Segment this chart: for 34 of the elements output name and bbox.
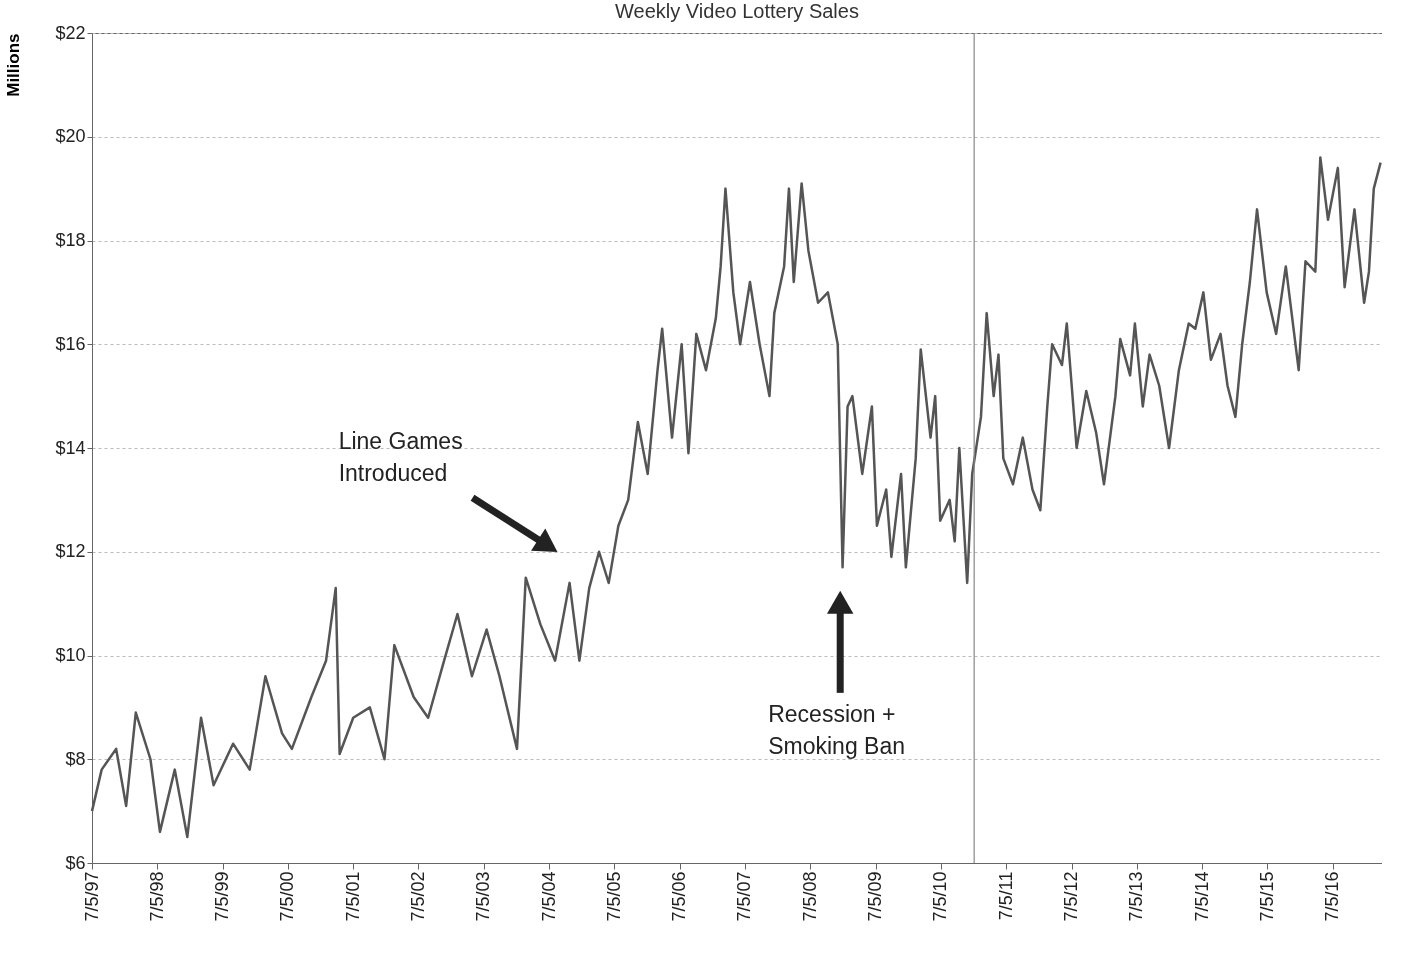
y-tick-label: $22 [55,22,86,43]
y-tick-label: $12 [55,541,86,562]
y-axis-title: Millions [3,33,23,97]
x-tick-label: 7/5/13 [1126,871,1147,922]
annotation: Line Games Introduced [338,427,463,486]
x-tick-label: 7/5/02 [407,871,428,922]
x-tick-label: 7/5/99 [212,871,233,922]
y-tick-label: $10 [55,645,86,665]
x-tick-label: 7/5/03 [473,871,494,922]
x-tick-label: 7/5/06 [669,871,690,922]
line-series [90,156,1382,839]
chart-title: Weekly Video Lottery Sales [615,0,859,22]
x-tick-label: 7/5/97 [81,871,102,922]
y-tick-label: $6 [65,852,86,873]
x-tick-label: 7/5/05 [603,871,624,922]
x-tick-label: 7/5/14 [1191,871,1212,922]
x-tick-label: 7/5/04 [538,871,559,922]
y-tick-label: $20 [55,126,86,147]
x-tick-label: 7/5/08 [799,871,820,922]
y-tick-label: $18 [55,230,86,250]
x-tick-label: 7/5/01 [342,871,363,922]
x-tick-label: 7/5/16 [1322,871,1343,922]
y-tick-label: $16 [55,333,86,354]
x-tick-label: 7/5/07 [734,871,755,922]
x-tick-label: 7/5/10 [930,871,951,922]
x-tick-label: 7/5/09 [865,871,886,922]
y-tick-label: $14 [55,437,86,458]
x-tick-label: 7/5/12 [1061,871,1082,922]
x-tick-label: 7/5/98 [146,871,167,922]
y-tick-label: $8 [65,748,86,769]
x-tick-label: 7/5/11 [995,871,1016,921]
annotation: Recession + Smoking Ban [768,701,906,760]
x-tick-label: 7/5/00 [277,871,298,922]
x-tick-label: 7/5/15 [1256,871,1277,922]
